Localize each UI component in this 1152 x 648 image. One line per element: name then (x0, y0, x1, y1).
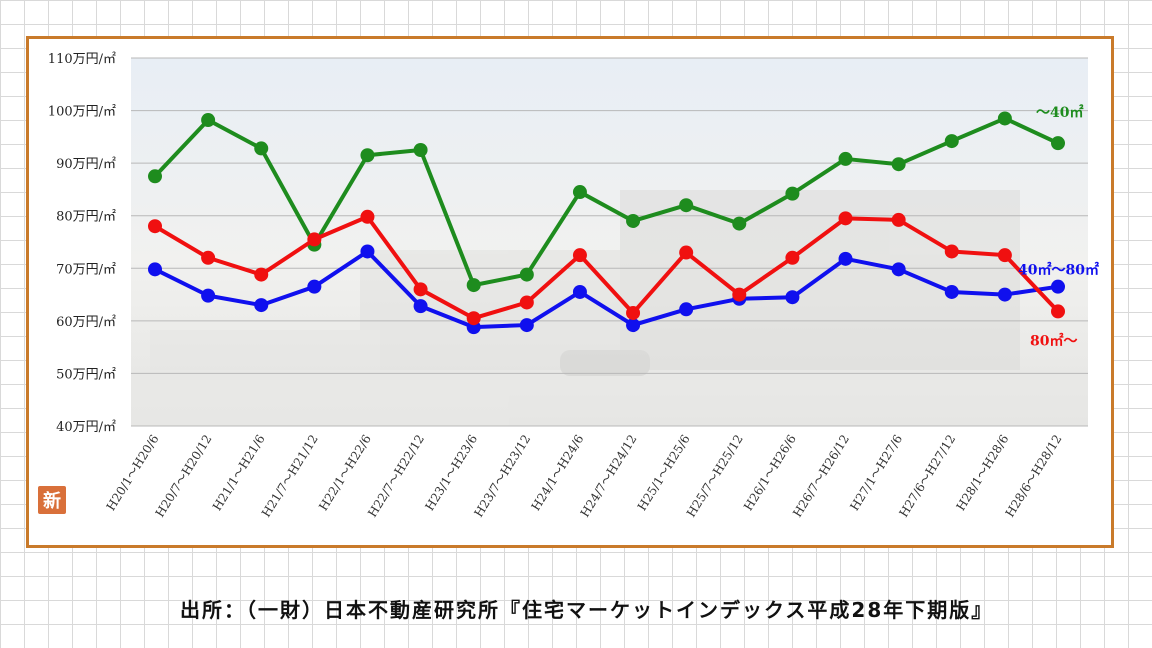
data-point (838, 251, 853, 266)
x-tick-label: H22/7～H22/12 (365, 432, 427, 520)
y-tick-label: 100万円/㎡ (48, 105, 116, 120)
x-tick-label: H22/1～H22/6 (316, 432, 374, 513)
data-point (572, 284, 587, 299)
data-point (1051, 304, 1065, 319)
data-point (254, 141, 269, 156)
data-point (519, 267, 534, 282)
data-point (838, 211, 853, 226)
data-point (1051, 279, 1065, 294)
data-point (732, 287, 747, 302)
series-line-0 (153, 116, 1059, 288)
x-tick-label: H20/1～H20/6 (104, 432, 162, 513)
data-point (466, 278, 481, 293)
x-tick-label: H21/1～H21/6 (210, 432, 268, 513)
y-axis: 40万円/㎡ 50万円/㎡ 60万円/㎡ 70万円/㎡ 80万円/㎡ 90万円/㎡ 100万… (48, 52, 116, 435)
series-1 (148, 244, 1065, 335)
data-point (572, 185, 587, 200)
data-point (785, 186, 800, 201)
data-point (891, 262, 906, 277)
data-point (148, 219, 162, 234)
x-tick-label: H26/1～H26/6 (741, 432, 799, 513)
data-point (360, 244, 375, 259)
data-point (519, 295, 534, 310)
series-layer (148, 111, 1065, 335)
data-point (307, 232, 322, 247)
data-point (519, 318, 534, 333)
series-labels: ～40㎡ 40㎡～80㎡ 80㎡～ (1018, 104, 1099, 349)
data-point (413, 299, 428, 314)
data-point (891, 212, 906, 227)
data-point (679, 198, 694, 213)
data-point (626, 318, 641, 333)
x-tick-label: H24/7～H24/12 (578, 432, 640, 520)
x-tick-label: H20/7～H20/12 (153, 432, 215, 520)
data-point (732, 216, 747, 231)
series-label: 80㎡～ (1030, 332, 1077, 349)
series-line-2 (153, 214, 1060, 321)
data-point (626, 305, 641, 320)
series-label: ～40㎡ (1036, 104, 1083, 121)
series-2 (148, 209, 1065, 326)
x-tick-label: H25/7～H25/12 (684, 432, 746, 520)
x-tick-label: H24/1～H24/6 (529, 432, 587, 513)
data-point (626, 213, 641, 228)
data-point (148, 262, 162, 277)
data-point (679, 302, 694, 317)
data-point (944, 134, 959, 149)
data-point (360, 148, 375, 163)
data-point (679, 245, 694, 260)
x-axis: H20/1～H20/6H20/7～H20/12H21/1～H21/6H21/7～… (104, 432, 1065, 520)
data-point (201, 288, 216, 303)
y-tick-label: 40万円/㎡ (56, 420, 116, 435)
x-tick-label: H23/1～H23/6 (422, 432, 480, 513)
data-point (997, 248, 1012, 263)
data-point (201, 250, 216, 265)
x-tick-label: H27/1～H27/6 (847, 432, 905, 513)
data-point (254, 298, 269, 313)
data-point (148, 169, 162, 184)
x-tick-label: H28/6～H28/12 (1003, 432, 1065, 520)
x-tick-label: H21/7～H21/12 (259, 432, 321, 520)
data-point (413, 282, 428, 297)
y-tick-label: 60万円/㎡ (56, 315, 116, 330)
data-point (1051, 136, 1065, 151)
series-line-1 (154, 249, 1059, 330)
y-tick-label: 110万円/㎡ (48, 52, 116, 67)
y-tick-label: 80万円/㎡ (56, 210, 116, 225)
y-tick-label: 50万円/㎡ (56, 367, 116, 382)
data-point (360, 209, 375, 224)
x-tick-label: H23/7～H23/12 (471, 432, 533, 520)
data-point (785, 250, 800, 265)
data-point (307, 279, 322, 294)
data-point (413, 143, 428, 157)
data-point (785, 290, 800, 305)
plot-background (131, 58, 1088, 426)
data-point (944, 284, 959, 299)
x-tick-label: H26/7～H26/12 (790, 432, 852, 520)
data-point (997, 287, 1012, 302)
x-tick-label: H28/1～H28/6 (954, 432, 1012, 513)
data-point (997, 111, 1012, 126)
y-tick-label: 70万円/㎡ (56, 262, 116, 277)
data-point (201, 113, 216, 128)
x-tick-label: H27/6～H27/12 (896, 432, 958, 520)
data-point (944, 244, 959, 259)
data-point (572, 248, 587, 263)
source-caption: 出所：（一財）日本不動産研究所『住宅マーケットインデックス平成28年下期版』 (180, 598, 994, 622)
series-label: 40㎡～80㎡ (1018, 262, 1099, 279)
data-point (838, 151, 853, 166)
x-tick-label: H25/1～H25/6 (635, 432, 693, 513)
data-point (891, 157, 906, 172)
gridlines (131, 57, 1088, 427)
data-point (254, 267, 269, 282)
data-point (466, 311, 481, 326)
y-tick-label: 90万円/㎡ (56, 157, 116, 172)
new-badge: 新 (38, 486, 66, 514)
